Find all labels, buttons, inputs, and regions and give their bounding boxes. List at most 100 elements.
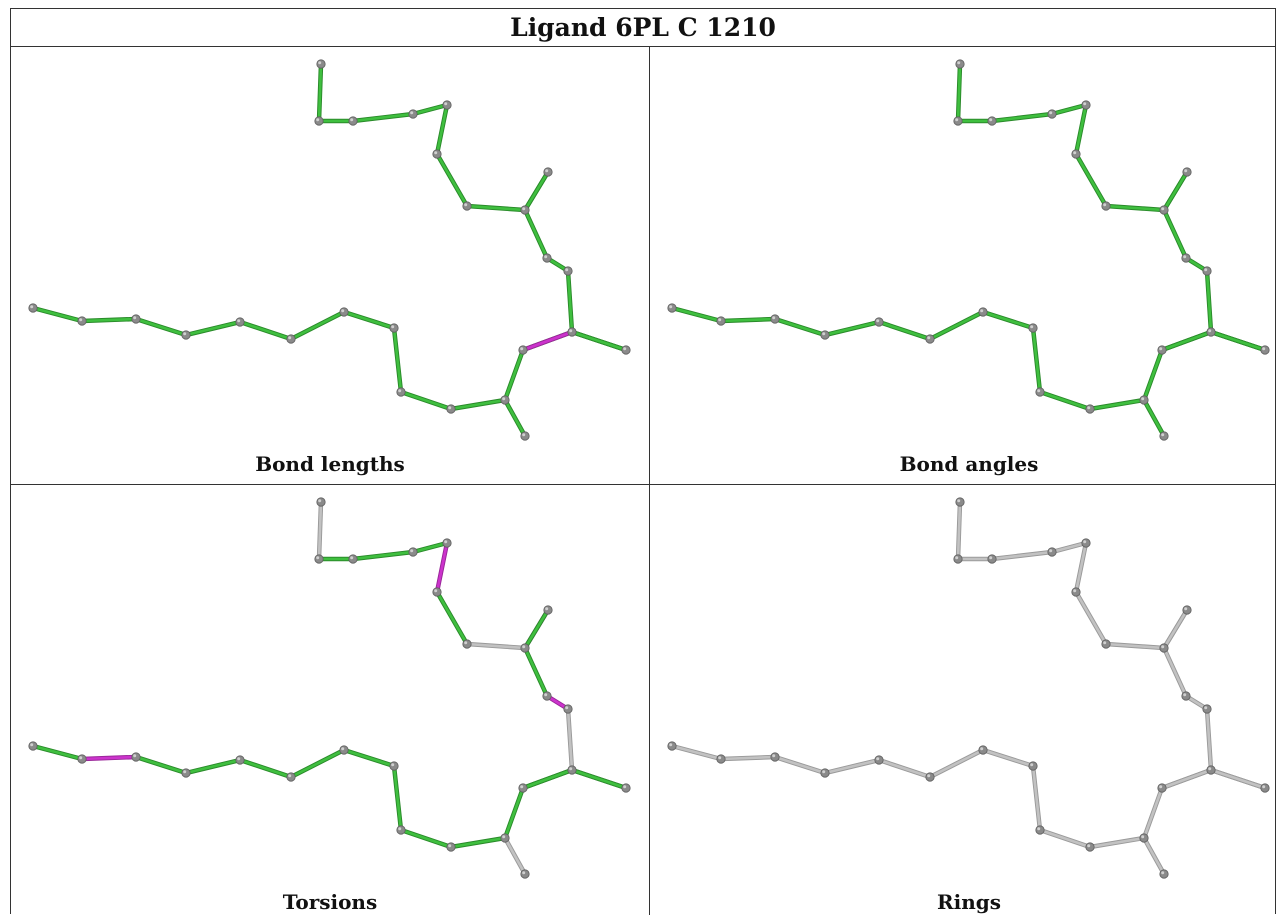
bond-good <box>289 310 346 341</box>
atom <box>389 761 399 771</box>
atom <box>716 754 726 764</box>
atom <box>1028 761 1038 771</box>
panel-bond-lengths: Bond lengths <box>11 47 649 484</box>
atom <box>518 345 528 355</box>
bond-neutral <box>1050 541 1088 554</box>
atom <box>131 752 141 762</box>
bond-neutral <box>566 707 574 772</box>
atom-highlight <box>876 319 880 323</box>
bond-good <box>566 269 574 334</box>
atom <box>1260 345 1270 355</box>
atom-highlight <box>391 325 395 329</box>
bond-good <box>1160 330 1213 352</box>
atom-highlight <box>1208 329 1212 333</box>
bond-neutral <box>1142 836 1166 876</box>
atom <box>820 330 830 340</box>
atom <box>181 768 191 778</box>
atom-highlight <box>1049 549 1053 553</box>
bond-bad <box>521 330 574 352</box>
atom-highlight <box>237 319 241 323</box>
bond-good <box>31 744 84 761</box>
atom-highlight <box>957 61 961 65</box>
atom <box>1085 404 1095 414</box>
bond-neutral <box>1160 768 1213 790</box>
atom-highlight <box>350 556 354 560</box>
atom-highlight <box>772 316 776 320</box>
atom-highlight <box>1184 169 1188 173</box>
figure-title: Ligand 6PL C 1210 <box>11 9 1275 47</box>
atom <box>446 842 456 852</box>
atom-highlight <box>30 305 34 309</box>
bond-good <box>465 204 527 212</box>
bond-neutral <box>956 500 962 561</box>
atom <box>442 538 452 548</box>
bond-good <box>570 330 628 352</box>
atom <box>500 395 510 405</box>
bond-good <box>1088 398 1146 411</box>
atom <box>235 755 245 765</box>
atom <box>1159 869 1169 879</box>
bond-neutral <box>928 748 985 779</box>
atom <box>396 825 406 835</box>
bond-good <box>392 764 403 832</box>
atom <box>1047 547 1057 557</box>
atom-highlight <box>718 318 722 322</box>
atom <box>1202 266 1212 276</box>
atom <box>621 345 631 355</box>
atom <box>1071 149 1081 159</box>
bond-good <box>503 398 527 438</box>
bond-good <box>1050 103 1088 116</box>
atom <box>1159 205 1169 215</box>
atom-highlight <box>876 757 880 761</box>
atom-highlight <box>927 336 931 340</box>
bond-good <box>449 836 507 849</box>
bond-good <box>399 828 453 849</box>
atom-highlight <box>1262 785 1266 789</box>
bond-good <box>523 608 550 650</box>
atom-highlight <box>980 309 984 313</box>
atom <box>339 307 349 317</box>
atom-highlight <box>623 347 627 351</box>
atom <box>953 554 963 564</box>
bond-neutral <box>1162 608 1189 650</box>
atom-highlight <box>1204 268 1208 272</box>
atom <box>874 755 884 765</box>
bond-good <box>342 748 396 768</box>
atom-highlight <box>669 743 673 747</box>
atom <box>1035 825 1045 835</box>
bond-good <box>31 306 84 323</box>
atom-highlight <box>288 336 292 340</box>
atom <box>396 387 406 397</box>
atom-highlight <box>989 556 993 560</box>
atom-highlight <box>1183 693 1187 697</box>
bond-neutral <box>1031 764 1042 832</box>
bond-neutral <box>823 758 881 775</box>
bond-good <box>238 758 293 779</box>
atom-highlight <box>772 754 776 758</box>
atom <box>1085 842 1095 852</box>
atom-highlight <box>1161 433 1165 437</box>
atoms <box>28 59 631 441</box>
bond-neutral <box>1142 786 1164 840</box>
atom-highlight <box>522 207 526 211</box>
atom-highlight <box>1161 871 1165 875</box>
atoms <box>667 59 1270 441</box>
panel-label-rings: Rings <box>936 890 1001 914</box>
atom <box>520 869 530 879</box>
atom-highlight <box>545 169 549 173</box>
atom-highlight <box>522 871 526 875</box>
atom <box>987 554 997 564</box>
atom-highlight <box>79 318 83 322</box>
bonds <box>30 499 629 877</box>
atom <box>1260 783 1270 793</box>
atom <box>542 253 552 263</box>
atom-highlight <box>822 332 826 336</box>
bond-good <box>435 103 449 156</box>
atoms <box>28 497 631 879</box>
atom-highlight <box>464 203 468 207</box>
atom <box>314 554 324 564</box>
atom-highlight <box>718 756 722 760</box>
bond-neutral <box>981 748 1035 768</box>
bond-good <box>823 320 881 337</box>
atom-highlight <box>410 111 414 115</box>
